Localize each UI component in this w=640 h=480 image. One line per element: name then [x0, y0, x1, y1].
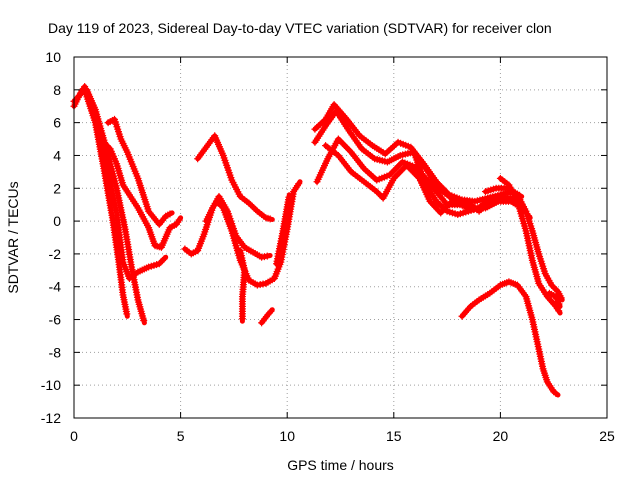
series-line	[195, 133, 275, 222]
y-tick-label: -4	[49, 279, 62, 295]
x-tick-label: 25	[599, 428, 615, 444]
x-axis-label: GPS time / hours	[287, 457, 394, 473]
series-arc4	[100, 138, 184, 251]
series-arc20	[545, 289, 563, 309]
y-tick-label: 10	[45, 49, 61, 65]
chart-title: Day 119 of 2023, Sidereal Day-to-day VTE…	[48, 20, 552, 36]
plot-frame	[73, 56, 608, 419]
x-tick-label: 15	[386, 428, 402, 444]
y-tick-label: 4	[53, 147, 61, 163]
y-tick-label: -8	[49, 344, 62, 360]
y-tick-label: 8	[53, 82, 61, 98]
y-axis-label: SDTVAR / TECUs	[5, 181, 21, 293]
x-tick-labels: 0 5 10 15 20 25	[70, 428, 615, 444]
x-tick-label: 0	[70, 428, 78, 444]
x-tick-label: 10	[279, 428, 295, 444]
y-tick-label: 6	[53, 115, 61, 131]
x-tick-label: 20	[493, 428, 509, 444]
series-arc9	[236, 247, 249, 324]
y-tick-label: -2	[49, 246, 62, 262]
y-tick-label: 2	[53, 180, 61, 196]
y-tick-labels: -12 -10 -8 -6 -4 -2 0 2 4 6 8 10	[41, 49, 61, 426]
series-arc16	[411, 151, 493, 219]
series-arc15	[322, 142, 518, 217]
grid-lines	[74, 57, 607, 418]
y-tick-label: -12	[41, 410, 61, 426]
axis-ticks	[73, 56, 608, 419]
y-tick-label: -6	[49, 312, 62, 328]
x-tick-label: 5	[177, 428, 185, 444]
series-arc3	[83, 86, 148, 326]
y-tick-label: 0	[53, 213, 61, 229]
series-arc10	[258, 307, 275, 327]
series-arc8	[194, 132, 275, 223]
series-arc19	[458, 278, 561, 398]
series-arc5	[104, 115, 175, 228]
data-series	[70, 83, 565, 398]
series-arc11	[273, 192, 293, 268]
series-arc6	[181, 192, 273, 261]
y-tick-label: -10	[41, 377, 61, 393]
